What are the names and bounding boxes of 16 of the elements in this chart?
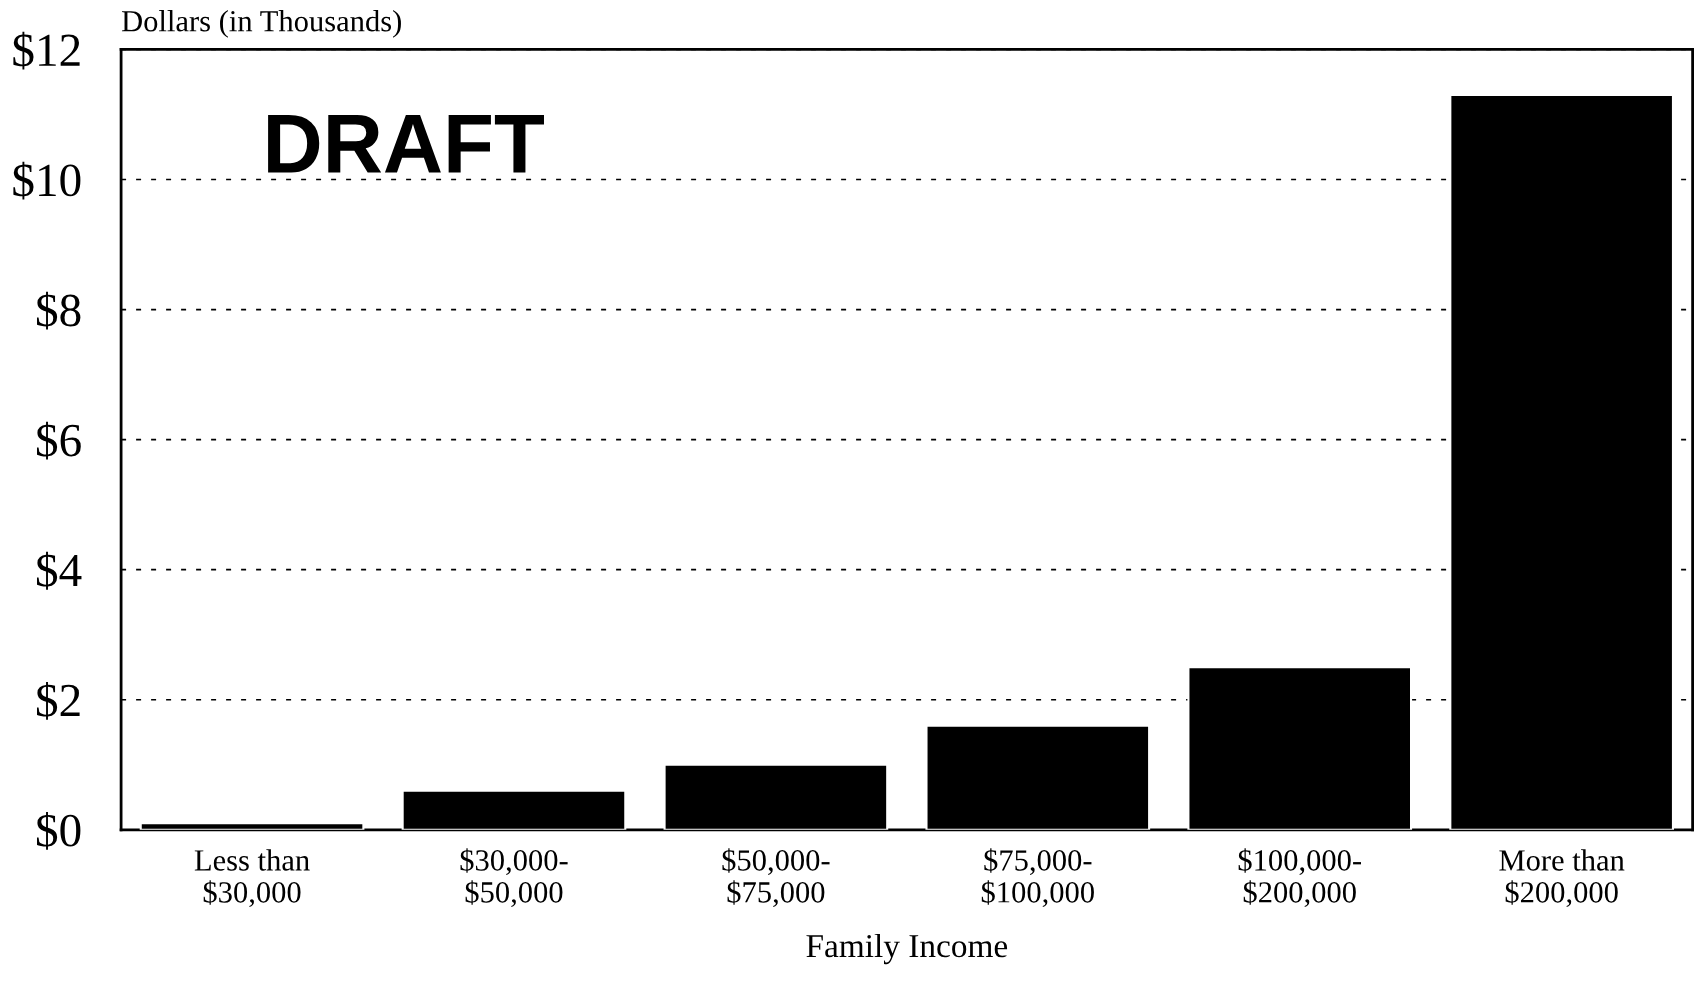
x-axis-title: Family Income (806, 933, 1008, 965)
x-tick-label: More than $200,000 (1499, 849, 1625, 908)
y-tick-label: $10 (13, 161, 81, 200)
y-tick-label: $8 (37, 291, 81, 330)
y-axis-title: Dollars (in Thousands) (121, 10, 401, 38)
x-tick-label: Less than $30,000 (194, 849, 310, 908)
x-tick-label: $75,000- $100,000 (981, 848, 1094, 908)
x-tick-label: $30,000- $50,000 (460, 848, 568, 908)
y-tick-label: $0 (37, 811, 81, 850)
y-tick-label: $12 (13, 31, 80, 70)
y-tick-label: $4 (37, 551, 82, 590)
y-tick-label: $2 (37, 681, 80, 720)
x-tick-label: $50,000- $75,000 (722, 848, 830, 908)
y-tick-label: $6 (37, 421, 81, 460)
x-tick-label: $100,000- $200,000 (1238, 848, 1362, 908)
annotation: DRAFT (268, 115, 544, 173)
